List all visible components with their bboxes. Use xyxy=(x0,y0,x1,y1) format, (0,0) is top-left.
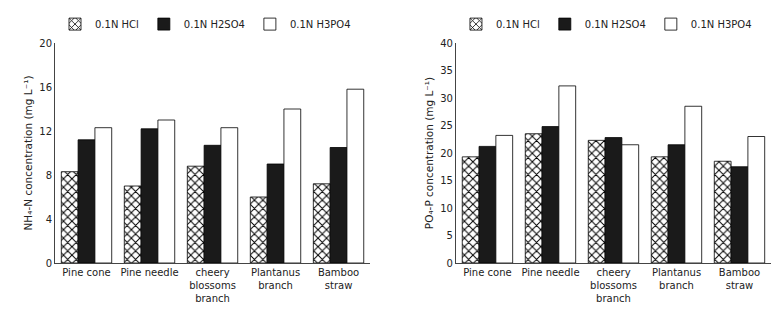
svg-text:Pine cone: Pine cone xyxy=(463,267,511,278)
svg-text:0.1N H2SO4: 0.1N H2SO4 xyxy=(184,19,245,30)
svg-text:35: 35 xyxy=(440,65,453,76)
svg-text:0: 0 xyxy=(447,258,453,269)
svg-text:Bamboostraw: Bamboostraw xyxy=(318,267,359,291)
svg-text:0.1N H3PO4: 0.1N H3PO4 xyxy=(290,19,351,30)
svg-text:PO₄-P concentration (mg L⁻¹): PO₄-P concentration (mg L⁻¹) xyxy=(423,77,435,229)
svg-text:cheeryblossomsbranch: cheeryblossomsbranch xyxy=(590,267,637,304)
svg-text:Pine cone: Pine cone xyxy=(62,267,110,278)
svg-text:30: 30 xyxy=(440,93,453,104)
svg-text:0.1N H3PO4: 0.1N H3PO4 xyxy=(691,19,752,30)
svg-text:40: 40 xyxy=(440,38,453,49)
svg-text:15: 15 xyxy=(440,175,453,186)
svg-text:20: 20 xyxy=(440,148,453,159)
svg-text:0.1N H2SO4: 0.1N H2SO4 xyxy=(585,19,646,30)
svg-text:Plantanusbranch: Plantanusbranch xyxy=(652,267,701,291)
svg-text:25: 25 xyxy=(440,120,453,131)
svg-text:20: 20 xyxy=(39,38,52,49)
svg-text:10: 10 xyxy=(440,203,453,214)
svg-text:NH₄-N concentration (mg L⁻¹): NH₄-N concentration (mg L⁻¹) xyxy=(22,75,34,230)
svg-text:0.1N HCl: 0.1N HCl xyxy=(95,19,139,30)
svg-text:Pine needle: Pine needle xyxy=(120,267,178,278)
svg-text:cheeryblossomsbranch: cheeryblossomsbranch xyxy=(189,267,236,304)
svg-text:16: 16 xyxy=(39,82,52,93)
svg-text:Bamboostraw: Bamboostraw xyxy=(719,267,760,291)
svg-text:0.1N HCl: 0.1N HCl xyxy=(496,19,540,30)
svg-text:8: 8 xyxy=(46,170,52,181)
svg-text:Plantanusbranch: Plantanusbranch xyxy=(251,267,300,291)
svg-text:Pine needle: Pine needle xyxy=(521,267,579,278)
svg-text:12: 12 xyxy=(39,126,52,137)
svg-text:4: 4 xyxy=(46,214,52,225)
svg-text:0: 0 xyxy=(46,258,52,269)
svg-text:5: 5 xyxy=(447,230,453,241)
